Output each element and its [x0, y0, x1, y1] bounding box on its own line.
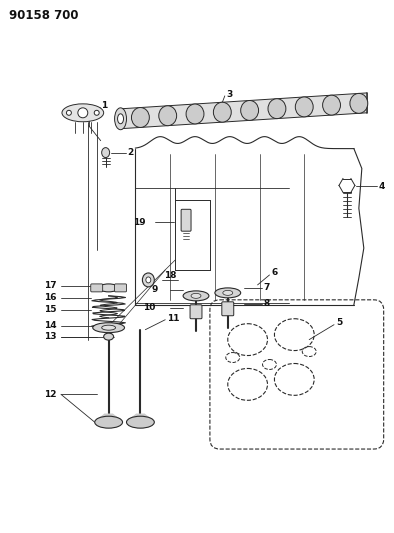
- Ellipse shape: [94, 110, 99, 115]
- Text: 13: 13: [45, 332, 57, 341]
- Ellipse shape: [115, 108, 126, 130]
- Ellipse shape: [146, 277, 151, 283]
- Text: 18: 18: [164, 271, 177, 280]
- FancyBboxPatch shape: [190, 305, 202, 319]
- Ellipse shape: [241, 101, 258, 120]
- Ellipse shape: [159, 106, 177, 126]
- Text: 10: 10: [143, 303, 155, 312]
- Ellipse shape: [126, 416, 154, 428]
- Text: 16: 16: [45, 293, 57, 302]
- Ellipse shape: [214, 102, 231, 122]
- Text: 1: 1: [101, 101, 107, 110]
- Text: 9: 9: [152, 285, 158, 294]
- Text: 15: 15: [45, 305, 57, 314]
- Ellipse shape: [93, 322, 125, 333]
- Text: 8: 8: [264, 300, 270, 308]
- Ellipse shape: [215, 288, 241, 298]
- FancyBboxPatch shape: [115, 284, 126, 292]
- Polygon shape: [95, 414, 123, 422]
- Polygon shape: [126, 414, 154, 422]
- Ellipse shape: [183, 291, 209, 301]
- FancyBboxPatch shape: [181, 209, 191, 231]
- Text: 90158 700: 90158 700: [9, 9, 79, 22]
- Ellipse shape: [104, 333, 113, 340]
- Ellipse shape: [295, 97, 313, 117]
- Ellipse shape: [186, 104, 204, 124]
- Ellipse shape: [99, 284, 119, 292]
- FancyBboxPatch shape: [91, 284, 103, 292]
- Text: 4: 4: [379, 182, 385, 191]
- Ellipse shape: [102, 148, 110, 158]
- Polygon shape: [121, 93, 367, 129]
- Text: 2: 2: [128, 148, 134, 157]
- Text: 17: 17: [45, 281, 57, 290]
- Ellipse shape: [223, 290, 233, 295]
- Text: 3: 3: [227, 91, 233, 99]
- Ellipse shape: [102, 325, 115, 330]
- Ellipse shape: [142, 273, 154, 287]
- Text: 5: 5: [336, 318, 342, 327]
- Ellipse shape: [62, 104, 104, 122]
- Text: 19: 19: [133, 218, 145, 227]
- Text: 14: 14: [45, 321, 57, 330]
- Ellipse shape: [323, 95, 340, 115]
- Ellipse shape: [95, 416, 123, 428]
- Text: 7: 7: [264, 284, 270, 293]
- Text: 6: 6: [271, 269, 278, 278]
- Ellipse shape: [78, 108, 88, 118]
- FancyBboxPatch shape: [222, 302, 234, 316]
- Ellipse shape: [132, 108, 149, 127]
- Text: 11: 11: [167, 314, 180, 323]
- Text: 12: 12: [45, 390, 57, 399]
- Ellipse shape: [191, 293, 201, 298]
- Ellipse shape: [117, 114, 124, 124]
- Ellipse shape: [67, 110, 71, 115]
- Ellipse shape: [268, 99, 286, 119]
- Ellipse shape: [350, 93, 368, 114]
